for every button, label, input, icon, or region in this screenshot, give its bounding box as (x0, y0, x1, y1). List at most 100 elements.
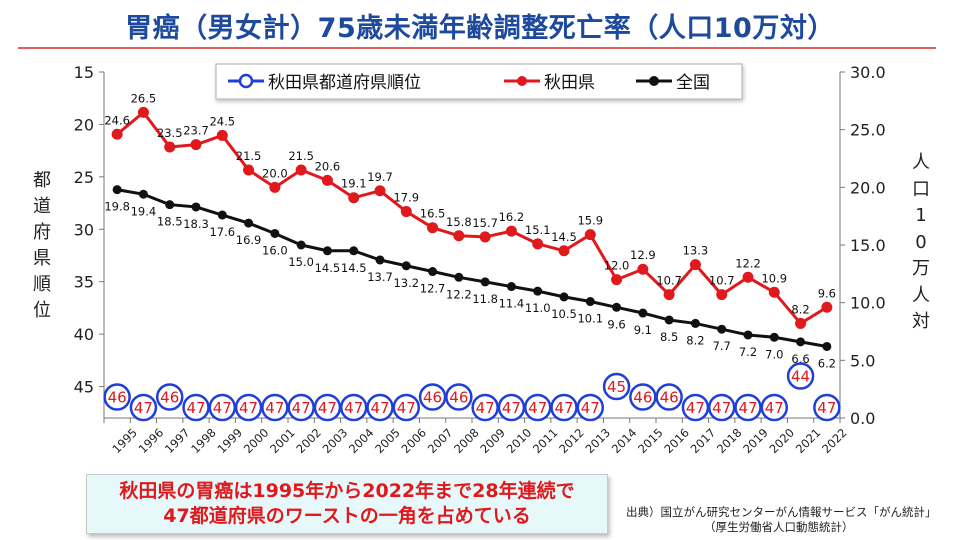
akita-data-label: 12.2 (735, 256, 761, 270)
akita-data-label: 10.7 (656, 274, 682, 288)
national-point (743, 330, 753, 340)
akita-data-label: 9.6 (818, 286, 836, 300)
x-tick-label: 2011 (530, 426, 561, 457)
legend: 秋田県都道府県順位 秋田県 全国 (215, 63, 743, 100)
right-tick-label: 30.0 (850, 63, 886, 82)
akita-data-label: 20.0 (262, 166, 288, 180)
national-point (138, 189, 148, 199)
rank-label: 47 (765, 399, 784, 417)
akita-point (269, 181, 281, 193)
rank-label: 46 (108, 389, 127, 407)
axis-label-char: 人 (912, 152, 930, 173)
rank-marker (760, 393, 789, 422)
akita-data-label: 17.9 (393, 191, 419, 205)
chart-marks: 19.8 19.418.5 18.317.616.916.015.0 14.5 14.5… (103, 91, 841, 422)
akita-point (111, 128, 123, 140)
akita-point (584, 229, 596, 241)
akita-point (663, 289, 675, 301)
rank-marker (129, 393, 158, 422)
x-tick-label: 2001 (267, 426, 298, 457)
national-data-label: 11.4 (499, 297, 525, 311)
rank-marker (497, 393, 526, 422)
left-axis-label: 都道府県順位 (30, 168, 54, 324)
national-data-label: 6.2 (818, 356, 836, 370)
akita-data-label: 12.9 (630, 248, 656, 262)
national-data-label: 9.1 (634, 323, 652, 337)
legend-label: 秋田県都道府県順位 (268, 73, 421, 93)
rank-marker (287, 393, 315, 422)
national-data-label: 13.2 (393, 276, 419, 290)
akita-data-label: 15.7 (472, 216, 498, 230)
akita-point (742, 271, 754, 283)
x-tick-label: 2016 (661, 426, 692, 457)
rank-marker (602, 372, 631, 401)
national-data-label: 18.5 (157, 215, 183, 229)
national-point (506, 282, 516, 292)
akita-data-label: 14.5 (551, 230, 577, 244)
x-tick-label: 2006 (399, 426, 430, 457)
axis-label-char: 位 (33, 300, 51, 321)
rank-marker (813, 393, 841, 422)
axis-label-char: 対 (912, 311, 930, 332)
akita-data-label: 24.6 (104, 113, 130, 127)
national-data-label: 10.1 (577, 312, 603, 326)
national-point (112, 185, 122, 195)
rank-marker (155, 383, 184, 411)
national-point (717, 324, 727, 334)
left-tick-label: 20 (74, 115, 94, 134)
source-line-1: 出典）国立がん研究センターがん情報サービス「がん統計」 (626, 505, 937, 519)
national-point (822, 341, 832, 351)
legend-label: 全国 (676, 73, 710, 93)
akita-point (795, 317, 807, 329)
rank-label: 47 (476, 399, 495, 417)
x-tick-label: 1998 (188, 426, 219, 457)
x-tick-label: 2009 (477, 426, 508, 457)
rank-marker (734, 393, 762, 422)
akita-line (116, 110, 828, 325)
x-tick-label: 2021 (793, 426, 824, 457)
akita-point (453, 230, 465, 242)
rank-marker (576, 393, 605, 422)
axis-label-char: 万 (912, 258, 930, 279)
rank-marker (418, 383, 447, 411)
national-data-label: 8.2 (686, 333, 704, 347)
national-data-label: 7.2 (739, 345, 757, 359)
akita-data-label: 16.5 (420, 207, 446, 221)
rank-marker (366, 393, 394, 422)
x-tick-label: 1996 (136, 426, 167, 457)
akita-data-label: 19.1 (341, 177, 367, 191)
akita-data-label: 21.5 (236, 149, 262, 163)
akita-point (137, 106, 149, 118)
rank-marker (339, 393, 368, 422)
national-point (638, 308, 648, 318)
rank-label: 47 (186, 399, 205, 417)
national-data-label: 7.7 (713, 339, 731, 353)
national-point (769, 332, 779, 342)
axis-label-char: 都 (33, 170, 51, 191)
rank-marker (523, 393, 552, 422)
national-point (217, 210, 227, 220)
x-tick-label: 2022 (819, 426, 850, 457)
akita-point (611, 274, 623, 286)
akita-data-label: 24.5 (209, 114, 235, 128)
callout-box: 秋田県の胃癌は1995年から2022年まで28年連続で 47都道府県のワーストの… (86, 474, 608, 534)
national-data-label: 19.8 (104, 200, 130, 214)
x-tick-label: 2014 (609, 426, 640, 457)
akita-point (348, 192, 360, 204)
national-point (349, 246, 359, 256)
x-tick-label: 2008 (451, 426, 482, 457)
rank-marker (550, 393, 578, 422)
axis-label-char: 県 (33, 248, 51, 269)
national-point (612, 302, 622, 312)
national-data-label: 16.0 (262, 243, 288, 257)
rank-label: 47 (344, 399, 363, 417)
rank-marker (707, 393, 736, 422)
source-note: 出典）国立がん研究センターがん情報サービス「がん統計」 （厚生労働省人口動態統計… (626, 505, 944, 535)
rank-marker (103, 383, 131, 411)
akita-point (400, 206, 412, 218)
akita-point (821, 301, 833, 313)
x-tick-label: 1999 (215, 426, 246, 457)
akita-point (637, 263, 649, 275)
x-tick-label: 2005 (372, 426, 403, 457)
rank-label: 47 (817, 399, 836, 417)
